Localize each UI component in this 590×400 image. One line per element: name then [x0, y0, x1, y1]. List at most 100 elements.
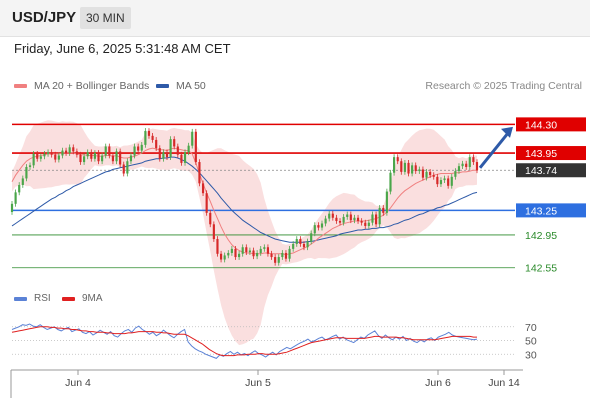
candle-body: [313, 225, 316, 234]
candle-body: [414, 165, 417, 172]
candle-body: [57, 155, 60, 160]
candle-body: [360, 221, 363, 223]
candle-body: [209, 212, 212, 225]
x-tick-label-3: Jun 14: [488, 377, 520, 389]
candle-body: [129, 155, 133, 162]
candle-body: [86, 152, 89, 157]
candle-body: [364, 222, 367, 226]
candle-body: [382, 207, 385, 213]
candle-body: [320, 223, 324, 228]
candle-body: [155, 139, 158, 149]
candle-body: [349, 214, 352, 221]
candle-body: [115, 151, 118, 162]
legend-ma50: MA 50: [156, 80, 206, 92]
candle-body: [32, 153, 35, 166]
ma20-line: [11, 147, 477, 256]
candle-body: [266, 247, 270, 254]
candle-body: [263, 247, 266, 249]
candle-body: [144, 130, 147, 145]
candle-body: [367, 222, 370, 226]
candle-body: [389, 172, 392, 192]
candle-body: [299, 239, 302, 244]
candle-body: [140, 144, 143, 151]
candle-body: [468, 157, 471, 167]
candle-body: [79, 154, 82, 163]
candle-body: [432, 175, 435, 177]
candle-body: [356, 217, 360, 222]
rsi-ma9-line: [11, 326, 477, 357]
candle-body: [75, 151, 78, 155]
candle-body: [198, 162, 201, 184]
level-label-4: 142.95: [525, 230, 557, 242]
candle-body: [158, 148, 161, 159]
x-tick-label-1: Jun 5: [245, 377, 271, 389]
candle-body: [54, 154, 57, 160]
candle-body: [284, 252, 288, 259]
candle-body: [201, 183, 205, 194]
level-tag-2: [516, 163, 586, 178]
candle-body: [371, 214, 374, 223]
candle-body: [411, 165, 414, 174]
candle-body: [219, 253, 223, 260]
ma9-swatch: [62, 296, 75, 301]
candle-body: [10, 203, 14, 213]
candle-body: [274, 257, 277, 263]
candle-body: [353, 217, 356, 221]
candle-body: [151, 135, 154, 140]
candle-body: [425, 171, 428, 178]
ma20-swatch: [14, 84, 27, 88]
x-tick-label-2: Jun 6: [425, 377, 451, 389]
candle-body: [374, 214, 378, 225]
candle-body: [447, 178, 450, 186]
candle-body: [292, 243, 295, 249]
candle-body: [173, 139, 176, 147]
candle-body: [234, 248, 237, 258]
candle-body: [176, 146, 179, 155]
candle-body: [223, 255, 226, 260]
timeframe-button[interactable]: 30 MIN: [80, 7, 131, 29]
rsi-swatch: [14, 296, 27, 301]
level-tag-0: [516, 117, 586, 132]
level-label-1: 143.95: [525, 148, 557, 160]
candle-body: [61, 150, 64, 156]
candle-body: [454, 171, 457, 177]
legend-9ma-label: 9MA: [82, 293, 103, 304]
candle-body: [39, 156, 42, 159]
candle-body: [147, 130, 151, 136]
candle-body: [277, 257, 280, 263]
candle-body: [317, 225, 320, 228]
candle-body: [108, 146, 111, 156]
candle-body: [238, 253, 241, 258]
candle-body: [346, 214, 349, 217]
candle-body: [248, 250, 251, 253]
candle-body: [331, 213, 334, 218]
candle-body: [83, 156, 86, 163]
candle-body: [90, 152, 93, 159]
candle-body: [165, 152, 169, 158]
candle-body: [137, 146, 140, 151]
candle-body: [101, 155, 104, 162]
rsi-tick-30: 30: [525, 349, 537, 361]
datetime-label: Friday, June 6, 2025 5:31:48 AM CET: [14, 41, 231, 56]
candle-body: [68, 147, 71, 154]
candle-body: [342, 216, 345, 223]
candle-body: [245, 247, 248, 253]
candle-body: [230, 248, 233, 253]
candle-body: [256, 252, 259, 257]
candle-body: [36, 153, 39, 159]
candle-body: [212, 224, 215, 240]
candle-body: [187, 145, 190, 153]
pair-title: USD/JPY: [12, 9, 77, 26]
candle-body: [216, 239, 219, 254]
candle-body: [25, 166, 28, 179]
candle-body: [288, 248, 291, 259]
candle-body: [162, 152, 165, 159]
candle-body: [439, 180, 443, 185]
candle-body: [259, 248, 262, 253]
candle-body: [133, 146, 136, 156]
legend-rsi-label: RSI: [34, 293, 51, 304]
candle-body: [205, 193, 208, 213]
x-tick-label-0: Jun 4: [65, 377, 91, 389]
candle-body: [306, 241, 309, 248]
